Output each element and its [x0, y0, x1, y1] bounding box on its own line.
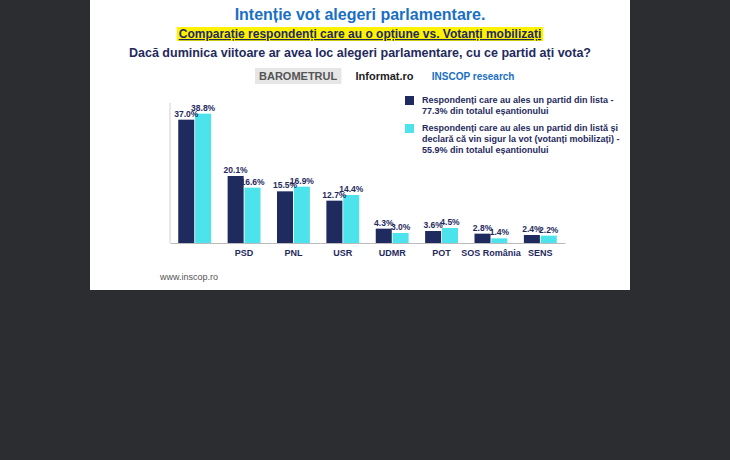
question: Dacă duminica viitoare ar avea loc alege… [129, 46, 591, 60]
title: Intenție vot alegeri parlamentare. [235, 6, 486, 23]
bar [491, 238, 507, 243]
bar [294, 187, 310, 243]
bar [425, 231, 441, 243]
x-tick: USR [333, 243, 353, 258]
x-tick: POT [432, 243, 451, 258]
data-label: 2.2% [539, 225, 559, 235]
y-axis-line [170, 103, 171, 243]
x-tick-label: PSD [235, 248, 254, 258]
x-tick-label: POT [432, 248, 451, 258]
bar [326, 201, 342, 243]
logo: BAROMETRUL [259, 70, 337, 82]
logo-box [428, 69, 519, 84]
subtitle: Comparație respondenți care au o opțiune… [179, 27, 542, 41]
data-label: 20.1% [224, 165, 249, 175]
data-label: 1.4% [490, 227, 510, 237]
subtitle-highlight [177, 27, 544, 41]
bar [474, 234, 490, 243]
bar [442, 228, 458, 243]
bar [541, 236, 557, 243]
x-tick-label: SOS România [461, 248, 522, 258]
x-axis-line [171, 243, 566, 244]
bar [376, 229, 392, 243]
logo: INSCOP research [432, 71, 515, 82]
panel [90, 0, 630, 290]
logo-box [255, 68, 341, 84]
data-label: 38.8% [191, 103, 216, 113]
logo-box [351, 68, 417, 84]
legend-swatch [405, 124, 414, 133]
data-label: 16.6% [240, 177, 265, 187]
chart: Intenție vot alegeri parlamentare. Compar… [0, 0, 730, 460]
bar [244, 188, 260, 243]
x-tick: SENS [528, 243, 553, 258]
bar [178, 120, 194, 243]
data-label: 4.5% [440, 217, 460, 227]
data-label: 14.4% [339, 184, 364, 194]
logo: Informat.ro [355, 70, 413, 82]
bar [277, 191, 293, 243]
bar [524, 235, 540, 243]
x-tick: UDMR [379, 243, 406, 258]
legend-swatch [405, 96, 414, 105]
bar [343, 195, 359, 243]
legend-entry: Respondenți care au ales un partid din l… [422, 95, 614, 116]
x-tick: PSD [235, 243, 254, 258]
x-tick: SOS România [461, 243, 522, 258]
bar [195, 114, 211, 243]
x-tick: PNL [284, 243, 303, 258]
data-label: 3.0% [391, 222, 411, 232]
bar [393, 233, 409, 243]
legend-entry: Respondenți care au ales un partid din l… [422, 123, 620, 155]
x-tick-label: PNL [284, 248, 303, 258]
x-tick-label: SENS [528, 248, 553, 258]
x-axis: PSD PNL USR UDMR POT SOS România SENS [171, 243, 566, 258]
x-tick-label: USR [333, 248, 353, 258]
data-label: 16.9% [290, 176, 315, 186]
source: www.inscop.ro [159, 272, 218, 282]
legend: Respondenți care au ales un partid din l… [405, 95, 620, 155]
x-tick-label: UDMR [379, 248, 406, 258]
